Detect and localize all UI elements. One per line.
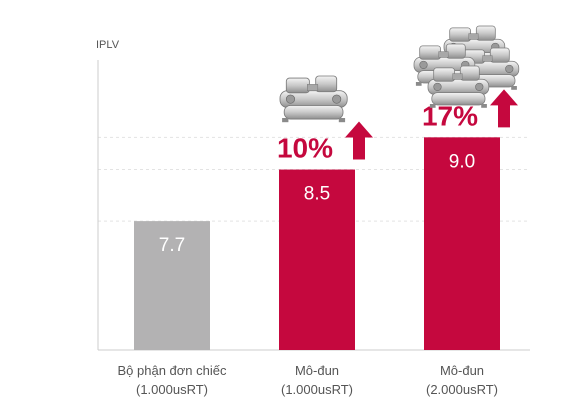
bar	[279, 169, 355, 350]
bar-value-label: 9.0	[449, 151, 475, 172]
up-arrow-icon	[490, 89, 518, 128]
category-sublabel: (1.000usRT)	[136, 382, 208, 397]
bar-value-label: 7.7	[159, 235, 185, 256]
up-arrow-icon	[345, 121, 373, 160]
labels: 7.7 Bộ phận đơn chiếc (1.000usRT) 8.5 Mô-đun…	[118, 89, 518, 397]
bar	[424, 137, 500, 350]
category-label: Mô-đun	[440, 363, 484, 378]
category-sublabel: (2.000usRT)	[426, 382, 498, 397]
category-label: Bộ phận đơn chiếc	[118, 363, 227, 378]
category-sublabel: (1.000usRT)	[281, 382, 353, 397]
category-label: Mô-đun	[295, 363, 339, 378]
bars	[134, 137, 500, 350]
bar	[134, 221, 210, 350]
increase-label: 10%	[277, 133, 333, 164]
chiller-module-icon	[279, 75, 348, 123]
bar-value-label: 8.5	[304, 184, 330, 205]
y-axis-label: IPLV	[96, 39, 120, 51]
